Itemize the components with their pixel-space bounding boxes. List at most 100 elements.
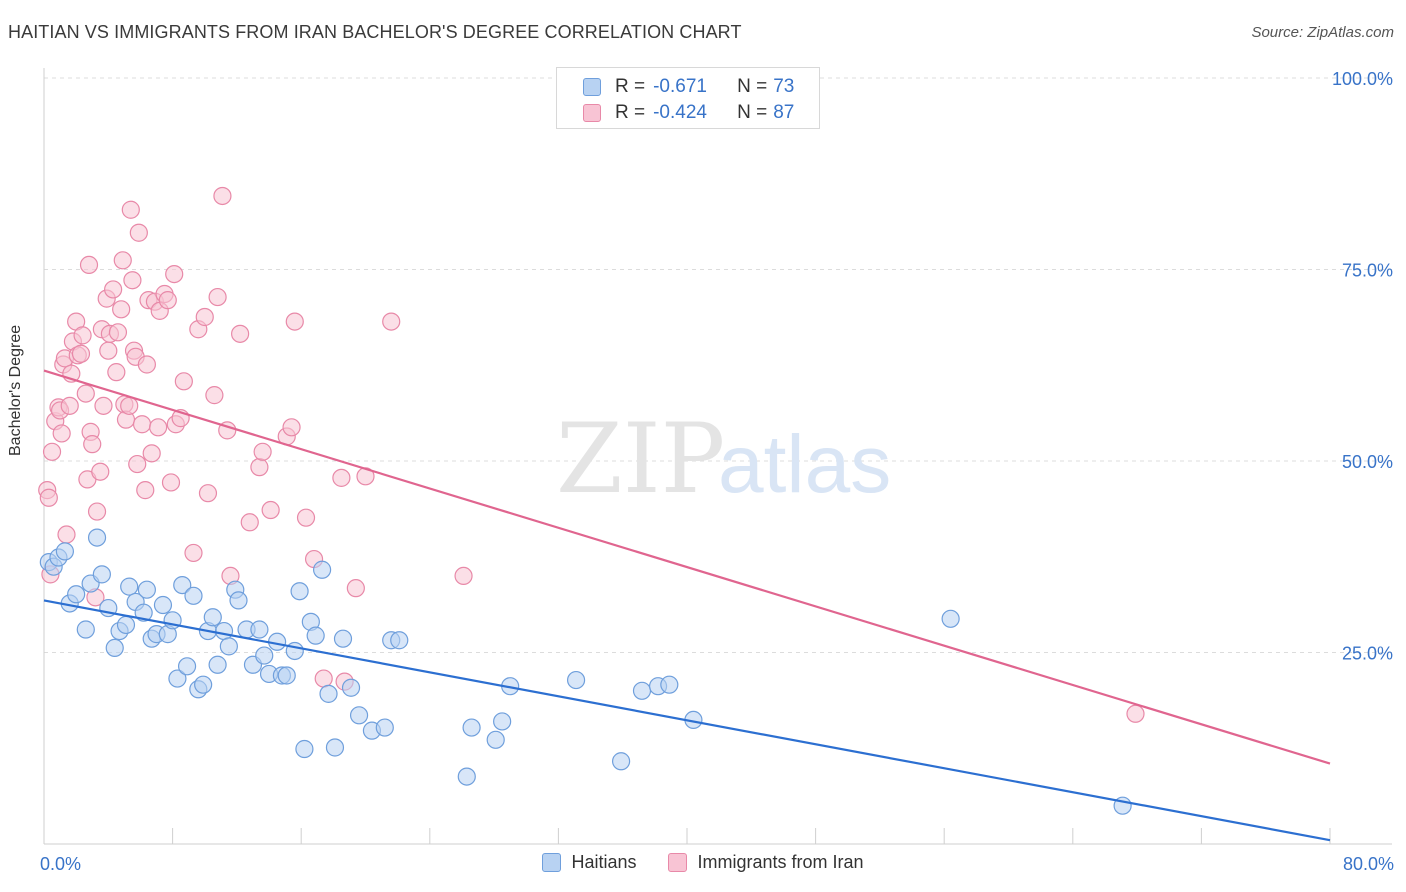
iran-point-81: [346, 579, 365, 598]
iran-point-33: [112, 300, 131, 319]
haitians-point-26: [184, 586, 203, 605]
iran-point-28: [99, 341, 118, 360]
iran-point-44: [132, 415, 152, 434]
legend-swatch-pink: [583, 104, 601, 122]
iran-point-1: [39, 488, 58, 507]
iran-point-72: [261, 500, 280, 520]
haitians-point-54: [349, 706, 369, 725]
iran-point-24: [91, 462, 110, 481]
haitians-point-14: [120, 577, 139, 596]
trend-line-iran: [43, 369, 1331, 765]
legend-swatch-blue: [583, 78, 601, 96]
watermark-zip: ZIP: [556, 403, 725, 515]
haitians-point-64: [566, 670, 586, 690]
iran-point-46: [137, 355, 156, 374]
iran-point-54: [161, 473, 181, 492]
haitians-point-61: [486, 730, 505, 749]
haitians-point-33: [219, 637, 238, 656]
x-tick-label-0: 0.0%: [40, 854, 81, 874]
haitians-point-13: [116, 615, 136, 635]
legend-item-iran[interactable]: Immigrants from Iran: [668, 852, 864, 873]
haitians-point-68: [660, 675, 679, 694]
haitians-point-6: [76, 620, 95, 639]
legend-n-value: 87: [773, 102, 795, 123]
haitians-point-45: [290, 582, 309, 601]
iran-point-70: [250, 458, 269, 477]
haitians-point-59: [457, 767, 476, 786]
legend-row-iran: R = -0.424 N = 87: [583, 100, 794, 126]
legend-r-value: -0.424: [653, 102, 707, 123]
iran-point-76: [296, 508, 316, 527]
haitians-point-39: [255, 646, 274, 665]
haitians-point-65: [611, 752, 631, 771]
chart-title: HAITIAN VS IMMIGRANTS FROM IRAN BACHELOR…: [8, 22, 742, 42]
iran-point-84: [454, 566, 473, 586]
iran-point-38: [121, 200, 140, 219]
y-tick-labels: 25.0% 50.0% 75.0% 100.0%: [1332, 69, 1393, 664]
haitians-point-25: [177, 657, 197, 676]
y-tick-label-3: 100.0%: [1332, 69, 1393, 89]
haitians-point-3: [55, 542, 74, 561]
iran-point-68: [231, 324, 250, 343]
haitians-point-17: [137, 580, 156, 599]
haitians-point-23: [168, 669, 187, 688]
y-tick-label-0: 25.0%: [1342, 644, 1393, 664]
legend-swatch-iran: [668, 853, 688, 872]
iran-point-58: [174, 372, 193, 391]
legend-n-value: 73: [773, 76, 795, 97]
legend-r-label: R =: [615, 102, 646, 123]
haitians-point-62: [493, 712, 512, 731]
iran-point-59: [184, 543, 203, 563]
haitians-point-46: [295, 739, 314, 759]
haitians-point-5: [67, 585, 86, 604]
iran-point-32: [108, 323, 128, 342]
series-iran-points: [38, 186, 1145, 723]
haitians-point-24: [173, 575, 192, 595]
iran-point-78: [314, 669, 333, 688]
trend-lines: [43, 369, 1331, 842]
haitians-point-48: [306, 626, 325, 645]
iran-point-50: [149, 418, 168, 437]
iran-point-23: [87, 502, 107, 521]
iran-point-21: [83, 435, 102, 454]
iran-point-31: [107, 363, 126, 382]
watermark: ZIP atlas: [556, 403, 891, 515]
trend-line-haitians: [43, 599, 1331, 842]
iran-point-34: [113, 251, 132, 270]
iran-point-26: [94, 396, 113, 415]
haitians-point-9: [92, 565, 111, 584]
iran-point-30: [104, 280, 123, 299]
iran-point-39: [123, 271, 142, 290]
iran-point-71: [253, 442, 272, 461]
grid-lines: [44, 77, 1392, 653]
legend-r-value: -0.671: [653, 76, 707, 97]
iran-point-16: [73, 326, 92, 345]
haitians-point-32: [214, 621, 234, 641]
iran-point-17: [76, 384, 95, 403]
iran-point-55: [165, 264, 184, 284]
iran-point-69: [240, 513, 259, 532]
legend-swatch-haitians: [542, 853, 562, 872]
y-tick-label-2: 75.0%: [1342, 261, 1393, 281]
legend-label-iran: Immigrants from Iran: [697, 852, 864, 872]
legend-r-label: R =: [615, 76, 646, 97]
iran-point-9: [57, 525, 76, 544]
haitians-point-51: [325, 738, 345, 757]
haitians-point-50: [319, 684, 338, 703]
x-tick-label-1: 80.0%: [1343, 854, 1394, 874]
iran-point-53: [158, 291, 177, 310]
y-tick-label-1: 50.0%: [1342, 452, 1393, 472]
legend-n-label: N =: [737, 102, 768, 123]
iran-point-10: [60, 396, 79, 415]
iran-point-43: [129, 223, 148, 242]
iran-point-48: [142, 444, 161, 463]
iran-point-15: [71, 344, 91, 363]
series-legend: Haitians Immigrants from Iran: [0, 852, 1406, 873]
iran-point-37: [120, 396, 139, 415]
iran-point-64: [208, 287, 227, 307]
legend-item-haitians[interactable]: Haitians: [542, 852, 636, 873]
series-haitians-points: [39, 528, 1132, 815]
iran-point-74: [282, 418, 301, 437]
haitians-point-56: [375, 718, 394, 737]
